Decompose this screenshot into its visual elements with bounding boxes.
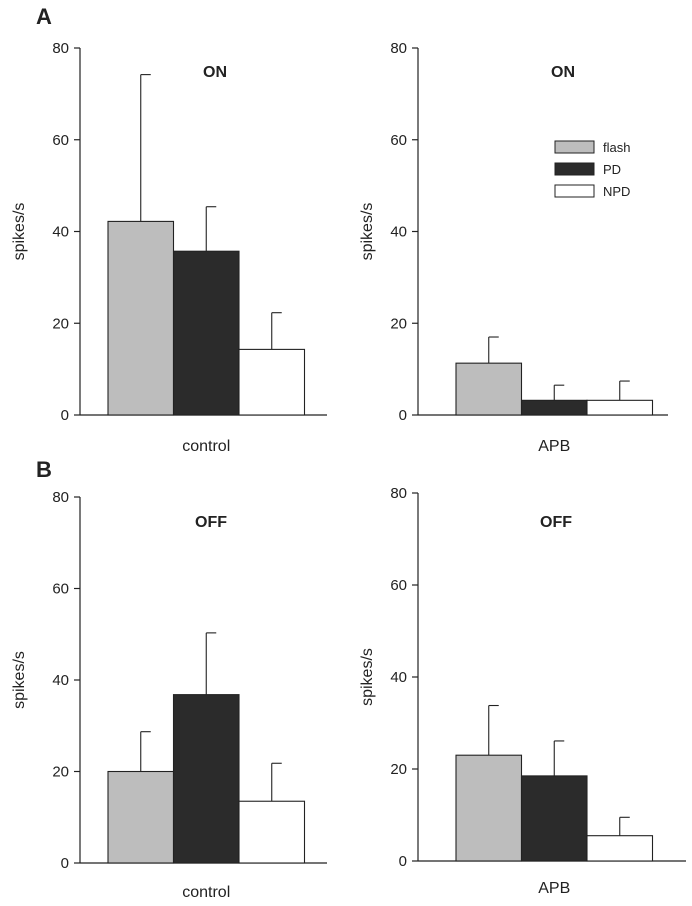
chart-3: 0 20 40 60 80 spikes/s OFF control bbox=[11, 489, 327, 901]
y-axis-label: spikes/s bbox=[359, 203, 376, 261]
y-tick-label: 20 bbox=[390, 315, 407, 332]
y-tick-label: 60 bbox=[390, 577, 407, 594]
panel-letter-a: A bbox=[36, 4, 52, 29]
y-tick-label: 80 bbox=[390, 485, 407, 502]
y-tick-label: 80 bbox=[52, 489, 69, 506]
y-tick-label: 0 bbox=[61, 855, 69, 872]
bar-NPD bbox=[586, 399, 654, 416]
legend-label-pd: PD bbox=[603, 162, 621, 177]
category-label: control bbox=[182, 884, 230, 901]
y-tick-label: 40 bbox=[52, 672, 69, 689]
category-label: APB bbox=[538, 880, 570, 897]
bar-flash bbox=[107, 220, 175, 416]
legend-swatch-flash bbox=[554, 140, 595, 154]
bar-NPD bbox=[238, 800, 306, 864]
bar-PD bbox=[520, 399, 588, 416]
legend-label-npd: NPD bbox=[603, 184, 630, 199]
bar-PD bbox=[172, 250, 240, 416]
chart-title: ON bbox=[203, 64, 227, 81]
chart-title: OFF bbox=[195, 514, 227, 531]
y-tick-label: 0 bbox=[61, 407, 69, 424]
bar-PD bbox=[172, 694, 240, 864]
chart-2: 0 20 40 60 80 spikes/s ON APB bbox=[359, 40, 668, 455]
y-tick-label: 60 bbox=[52, 132, 69, 149]
y-axis-label: spikes/s bbox=[11, 203, 28, 261]
y-tick-label: 20 bbox=[52, 764, 69, 781]
y-axis-label: spikes/s bbox=[359, 648, 376, 706]
chart-title: OFF bbox=[540, 514, 572, 531]
y-tick-label: 40 bbox=[390, 224, 407, 241]
bar-NPD bbox=[238, 348, 306, 416]
y-tick-label: 40 bbox=[390, 669, 407, 686]
y-tick-label: 0 bbox=[399, 853, 407, 870]
y-tick-label: 60 bbox=[390, 132, 407, 149]
bar-flash bbox=[455, 754, 523, 862]
bar-flash bbox=[107, 770, 175, 864]
category-label: control bbox=[182, 438, 230, 455]
chart-title: ON bbox=[551, 64, 575, 81]
y-tick-label: 20 bbox=[52, 315, 69, 332]
y-tick-label: 80 bbox=[52, 40, 69, 57]
chart-1: 0 20 40 60 80 spikes/s ON control bbox=[11, 40, 327, 455]
charts-group: 0 20 40 60 80 spikes/s ON control 0 20 40 60 80 spike… bbox=[11, 40, 686, 901]
y-tick-label: 40 bbox=[52, 224, 69, 241]
legend-swatch-npd bbox=[554, 184, 595, 198]
y-tick-label: 60 bbox=[52, 581, 69, 598]
panel-letter-b: B bbox=[36, 457, 52, 482]
bar-PD bbox=[520, 775, 588, 862]
y-tick-label: 20 bbox=[390, 761, 407, 778]
category-label: APB bbox=[538, 438, 570, 455]
chart-4: 0 20 40 60 80 spikes/s OFF APB bbox=[359, 485, 686, 897]
legend: flash PD NPD bbox=[554, 140, 630, 199]
legend-swatch-pd bbox=[554, 162, 595, 176]
legend-label-flash: flash bbox=[603, 140, 630, 155]
bar-flash bbox=[455, 362, 523, 416]
y-tick-label: 80 bbox=[390, 40, 407, 57]
y-tick-label: 0 bbox=[399, 407, 407, 424]
y-axis-label: spikes/s bbox=[11, 651, 28, 709]
bar-NPD bbox=[586, 835, 654, 862]
